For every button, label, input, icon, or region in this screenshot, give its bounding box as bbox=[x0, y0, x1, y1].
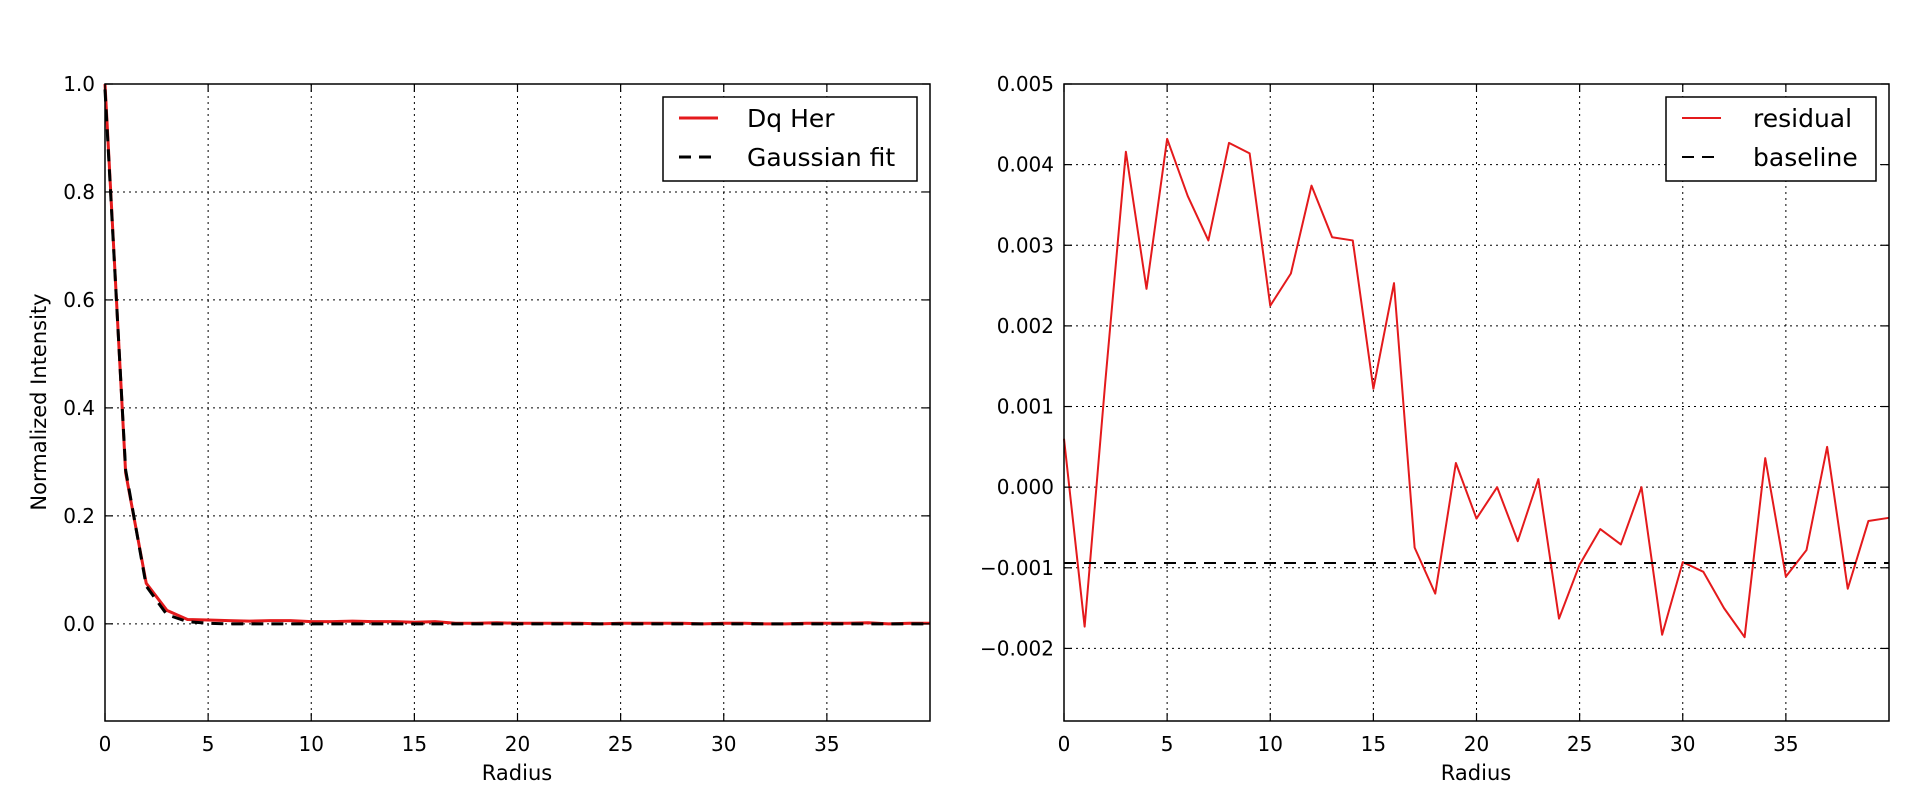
left-y-tick-label: 0.2 bbox=[63, 504, 95, 528]
left-y-axis-label: Normalized Intensity bbox=[27, 293, 51, 510]
left-x-axis-label: Radius bbox=[482, 761, 552, 785]
right-x-tick-label: 15 bbox=[1361, 732, 1386, 756]
left-x-tick-label: 25 bbox=[608, 732, 633, 756]
right-x-tick-label: 20 bbox=[1464, 732, 1489, 756]
left-y-tick-label: 0.0 bbox=[63, 612, 95, 636]
right-y-tick-label: 0.002 bbox=[997, 314, 1054, 338]
left-y-tick-labels: 0.0 0.2 0.4 0.6 0.8 1.0 bbox=[63, 72, 95, 636]
left-x-tick-label: 15 bbox=[402, 732, 427, 756]
right-legend-box bbox=[1665, 96, 1877, 182]
right-grid bbox=[1064, 84, 1889, 721]
right-y-tick-label: 0.004 bbox=[997, 153, 1054, 177]
left-x-tick-label: 5 bbox=[202, 732, 215, 756]
left-grid bbox=[105, 84, 930, 721]
right-series bbox=[1063, 137, 1890, 639]
right-y-tick-label: 0.001 bbox=[997, 395, 1054, 419]
right-x-tick-label: 35 bbox=[1773, 732, 1798, 756]
left-x-tick-label: 0 bbox=[99, 732, 112, 756]
left-ticks bbox=[104, 83, 930, 721]
left-panel: 0 5 10 15 20 25 30 35 0.0 0.2 0.4 0.6 0.8 1.0 Radius… bbox=[27, 72, 931, 785]
right-panel: 0 5 10 15 20 25 30 35 −0.002 −0.001 0.000 0.001 0.0… bbox=[980, 72, 1890, 785]
right-legend-label-residual: residual bbox=[1753, 104, 1852, 133]
left-legend-label-gaussian-fit: Gaussian fit bbox=[747, 143, 895, 172]
left-legend: Dq Her Gaussian fit bbox=[662, 96, 918, 182]
right-x-axis-label: Radius bbox=[1441, 761, 1511, 785]
right-y-tick-label: −0.001 bbox=[980, 556, 1054, 580]
left-y-tick-label: 0.4 bbox=[63, 396, 95, 420]
right-x-tick-label: 5 bbox=[1161, 732, 1174, 756]
right-y-tick-labels: −0.002 −0.001 0.000 0.001 0.002 0.003 0.004 0.0… bbox=[980, 72, 1054, 660]
right-legend: residual baseline bbox=[1665, 96, 1877, 182]
right-series-residual bbox=[1063, 137, 1890, 639]
left-x-tick-label: 20 bbox=[505, 732, 530, 756]
left-y-tick-label: 1.0 bbox=[63, 72, 95, 96]
left-legend-label-dq-her: Dq Her bbox=[747, 104, 835, 133]
right-y-tick-label: 0.003 bbox=[997, 233, 1054, 257]
left-x-tick-label: 10 bbox=[299, 732, 324, 756]
right-y-tick-label: 0.005 bbox=[997, 72, 1054, 96]
left-series bbox=[103, 83, 930, 626]
right-x-tick-label: 0 bbox=[1058, 732, 1071, 756]
right-x-tick-labels: 0 5 10 15 20 25 30 35 bbox=[1058, 732, 1799, 756]
left-y-tick-label: 0.6 bbox=[63, 288, 95, 312]
right-x-tick-label: 10 bbox=[1258, 732, 1283, 756]
left-x-tick-label: 30 bbox=[711, 732, 736, 756]
right-ticks bbox=[1063, 83, 1889, 721]
left-series-gaussian-fit bbox=[103, 89, 930, 626]
left-y-tick-label: 0.8 bbox=[63, 180, 95, 204]
right-y-tick-label: 0.000 bbox=[997, 475, 1054, 499]
right-legend-label-baseline: baseline bbox=[1753, 143, 1858, 172]
right-y-tick-label: −0.002 bbox=[980, 636, 1054, 660]
left-legend-box bbox=[662, 96, 918, 182]
left-x-tick-labels: 0 5 10 15 20 25 30 35 bbox=[99, 732, 840, 756]
right-x-tick-label: 25 bbox=[1567, 732, 1592, 756]
left-x-tick-label: 35 bbox=[814, 732, 839, 756]
right-x-tick-label: 30 bbox=[1670, 732, 1695, 756]
